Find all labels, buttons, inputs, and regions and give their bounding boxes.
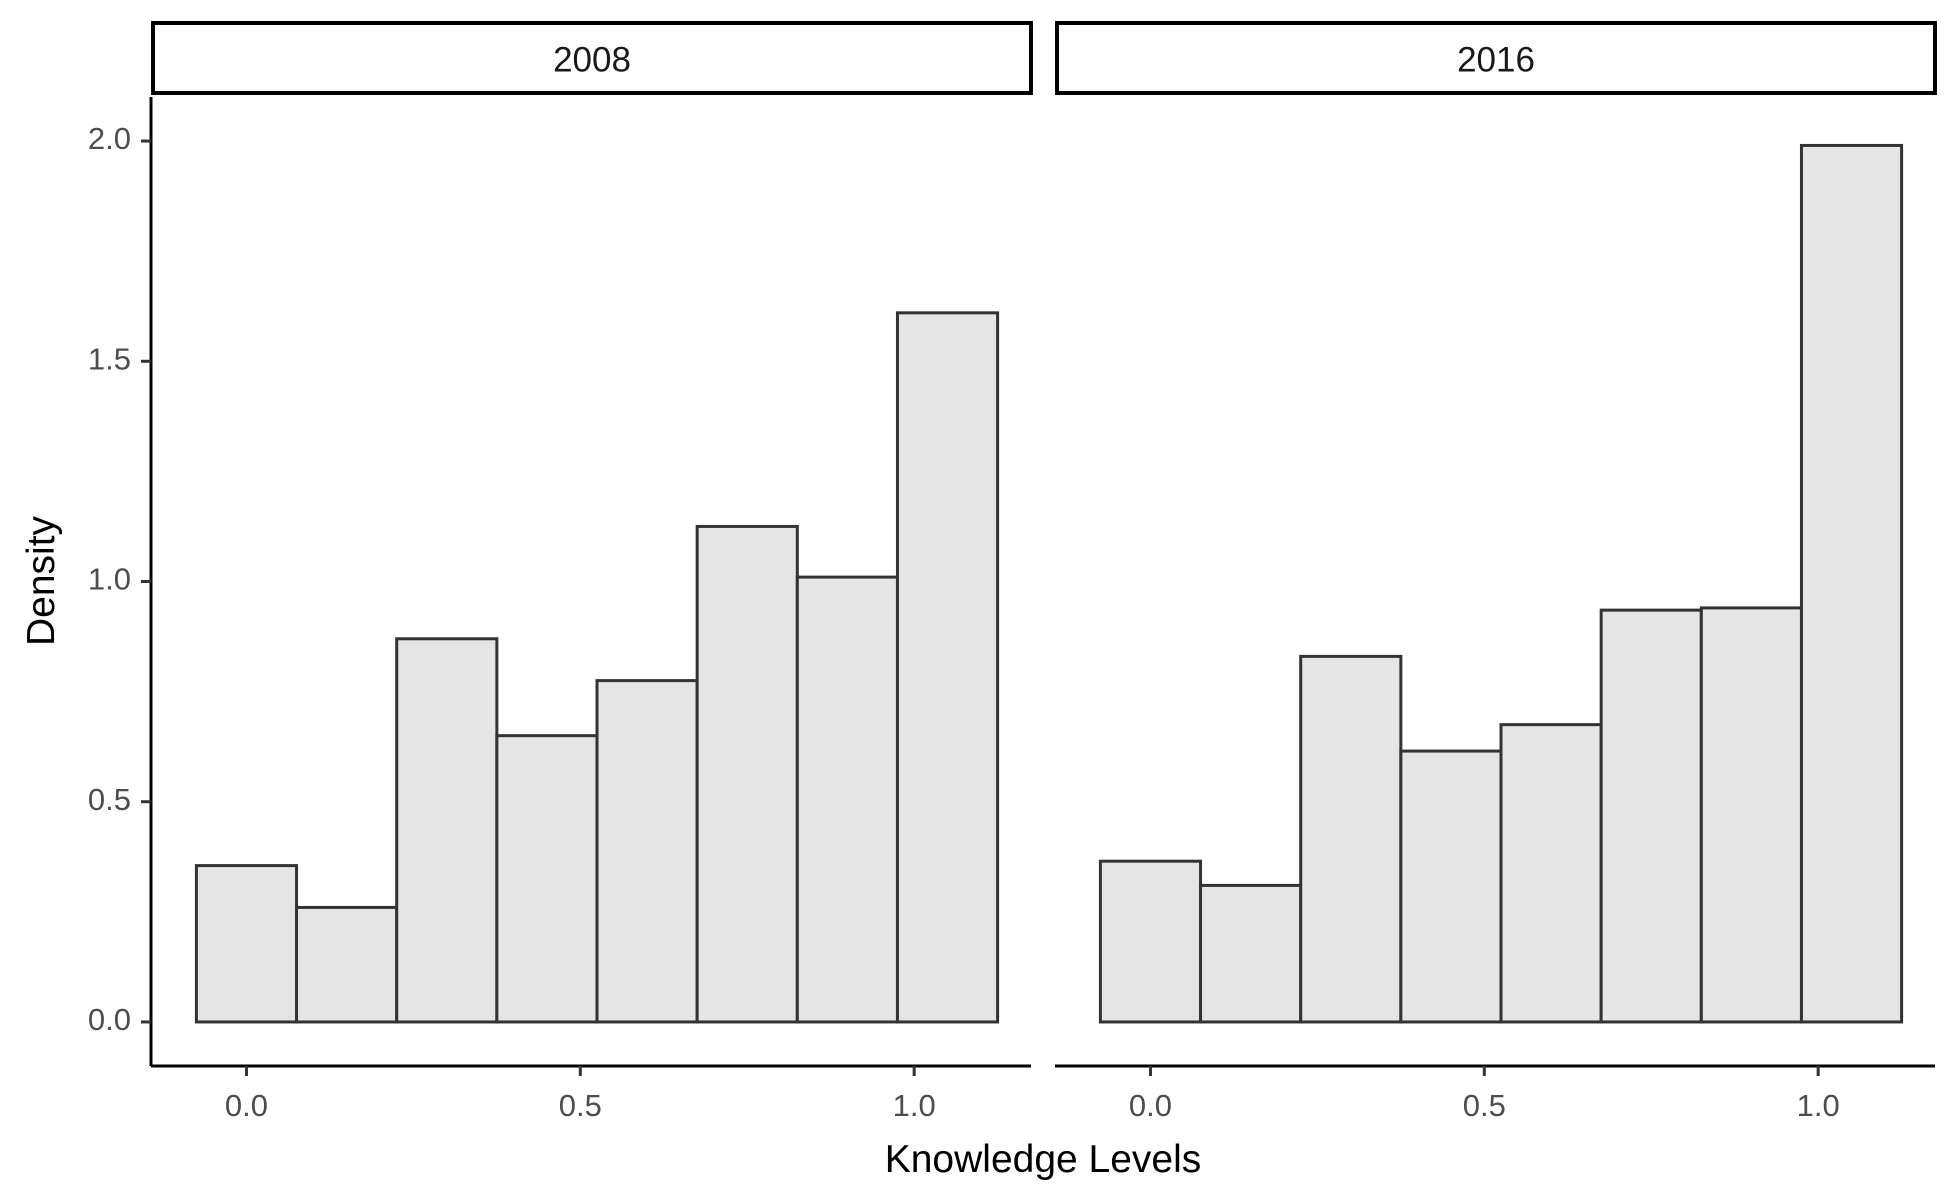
histogram-bar — [695, 524, 799, 1024]
facet-strip-2008-label: 2008 — [553, 40, 631, 79]
histogram-bar — [1299, 654, 1403, 1024]
histogram-bar — [295, 905, 399, 1024]
x-axis-title: Knowledge Levels — [885, 1138, 1202, 1181]
bars-2016 — [1098, 143, 1904, 1024]
x-tick-label: 0.0 — [1129, 1088, 1172, 1123]
histogram-bar — [395, 637, 499, 1024]
histogram-bar — [1098, 859, 1203, 1024]
histogram-bar — [194, 864, 299, 1024]
facet-panel-2016: 2016 0.0 0.5 1.0 — [1055, 21, 1937, 1123]
x-ticks-2008: 0.0 0.5 1.0 — [225, 1066, 936, 1123]
y-ticks: 0.0 0.5 1.0 1.5 2.0 — [88, 121, 151, 1037]
histogram-bar — [1399, 749, 1503, 1024]
histogram-bar — [1799, 143, 1904, 1024]
histogram-bar — [1199, 883, 1303, 1024]
facet-strip-2016-label: 2016 — [1457, 40, 1535, 79]
x-tick-label: 0.5 — [559, 1088, 602, 1123]
y-tick-label: 1.0 — [88, 562, 131, 597]
y-tick-label: 0.0 — [88, 1002, 131, 1037]
histogram-bar — [795, 575, 899, 1024]
histogram-bar — [495, 734, 599, 1024]
x-tick-label: 0.0 — [225, 1088, 268, 1123]
histogram-bar — [1499, 723, 1603, 1024]
x-tick-label: 0.5 — [1463, 1088, 1506, 1123]
facet-strip-2008-box — [151, 21, 1033, 95]
histogram-bar — [895, 311, 1000, 1024]
histogram-bar — [1599, 608, 1703, 1024]
facet-panel-2008: 2008 0.0 0.5 1.0 0.0 0.5 1.0 1.5 2.0 — [88, 21, 1033, 1123]
x-ticks-2016: 0.0 0.5 1.0 — [1129, 1066, 1840, 1123]
histogram-bar — [595, 679, 699, 1024]
bars-2008 — [194, 311, 1000, 1024]
x-tick-label: 1.0 — [893, 1088, 936, 1123]
y-axis-title: Density — [20, 515, 63, 646]
facet-strip-2016-box — [1055, 21, 1937, 95]
y-tick-label: 1.5 — [88, 341, 131, 376]
histogram-bar — [1699, 606, 1803, 1024]
x-tick-label: 1.0 — [1797, 1088, 1840, 1123]
y-tick-label: 2.0 — [88, 121, 131, 156]
y-tick-label: 0.5 — [88, 782, 131, 817]
